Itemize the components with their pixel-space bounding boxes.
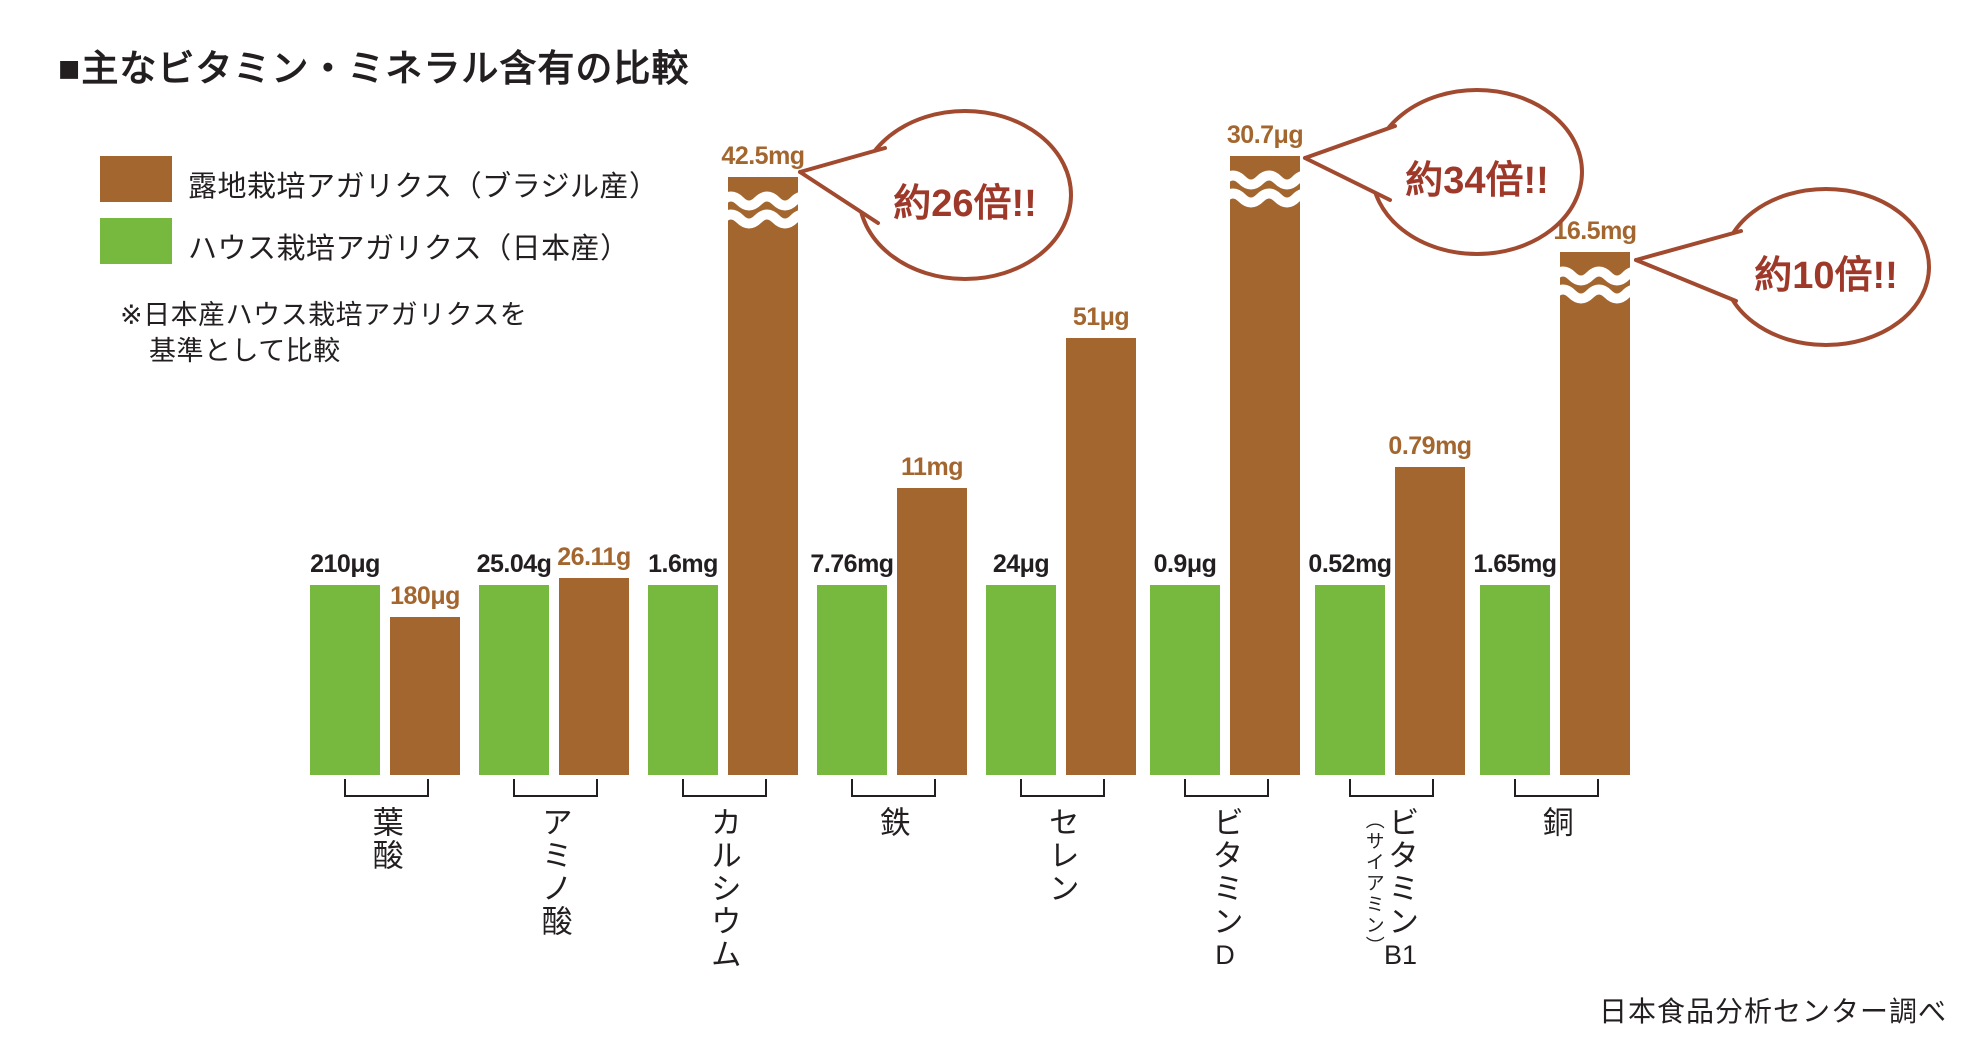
callout-bubble-calcium (790, 108, 1090, 288)
brown-value-label: 26.11g (557, 543, 631, 571)
brown-value-label: 180μg (390, 582, 460, 610)
bar-break-wave-icon (1230, 156, 1300, 775)
green-bar (310, 585, 380, 775)
brown-bar (897, 488, 967, 775)
bar-break-wave-icon (728, 177, 798, 775)
brown-value-label: 30.7μg (1226, 121, 1304, 149)
brown-bar-broken (1560, 252, 1630, 775)
category-main-label: ビタミン (1383, 806, 1419, 938)
category-label-column: ビタミン B1 (1383, 806, 1419, 971)
pair-bracket (513, 779, 598, 797)
green-bar (1315, 585, 1385, 775)
legend-label-brown: 露地栽培アガリクス（ブラジル産） (188, 171, 659, 203)
brown-bar (390, 617, 460, 775)
brown-value-label: 42.5mg (721, 142, 805, 170)
legend-swatch-brown (100, 156, 172, 202)
category-label: 銅 (1537, 806, 1573, 839)
callout-text-vitamin-d: 約34倍!! (1405, 160, 1549, 202)
green-value-label: 0.52mg (1308, 550, 1392, 578)
page-title: ■主なビタミン・ミネラル含有の比較 (58, 48, 690, 89)
legend-swatch-green (100, 218, 172, 264)
callout-bubble-copper (1626, 186, 1936, 356)
green-bar (479, 585, 549, 775)
pair-bracket (1349, 779, 1434, 797)
green-value-label: 7.76mg (810, 550, 894, 578)
green-bar (817, 585, 887, 775)
speech-bubble-icon (1303, 88, 1584, 256)
pair-bracket (682, 779, 767, 797)
bar-break-wave-icon (1560, 252, 1630, 775)
callout-text-copper: 約10倍!! (1754, 255, 1898, 297)
green-value-label: 1.65mg (1473, 550, 1557, 578)
brown-bar-broken (728, 177, 798, 775)
source-credit: 日本食品分析センター調べ (1598, 996, 1947, 1027)
green-bar (1150, 585, 1220, 775)
green-bar (648, 585, 718, 775)
callout-text-calcium: 約26倍!! (893, 183, 1037, 225)
category-label: セレン (1043, 806, 1079, 905)
pair-bracket (1514, 779, 1599, 797)
category-label: （サイアミン） ビタミン B1 (1362, 806, 1419, 971)
brown-value-label: 51μg (1072, 303, 1130, 331)
category-main-label: アミノ酸 (536, 806, 572, 938)
green-value-label: 0.9μg (1153, 550, 1217, 578)
category-suffix-label: B1 (1383, 940, 1417, 970)
pair-bracket (344, 779, 429, 797)
brown-bar (1066, 338, 1136, 775)
green-value-label: 25.04g (476, 550, 552, 578)
category-label: 葉酸 (367, 806, 403, 872)
category-label: アミノ酸 (536, 806, 572, 938)
category-suffix-label: D (1215, 940, 1235, 970)
brown-value-label: 16.5mg (1553, 217, 1637, 245)
speech-bubble-icon (1634, 187, 1931, 347)
category-label: ビタミン D (1207, 806, 1243, 971)
category-main-label: 葉酸 (367, 806, 403, 872)
category-label: 鉄 (874, 806, 910, 839)
category-label: カルシウム (705, 806, 741, 971)
pair-bracket (1184, 779, 1269, 797)
green-value-label: 210μg (310, 550, 380, 578)
green-bar (986, 585, 1056, 775)
callout-bubble-vitamin-d (1295, 88, 1595, 268)
pair-bracket (851, 779, 936, 797)
category-main-label: セレン (1043, 806, 1079, 905)
green-value-label: 24μg (992, 550, 1050, 578)
category-main-label: 銅 (1537, 806, 1573, 839)
brown-bar-broken (1230, 156, 1300, 775)
brown-value-label: 11mg (901, 453, 963, 481)
note-line-1: ※日本産ハウス栽培アガリクスを (120, 300, 528, 330)
category-label-column: ビタミン D (1207, 806, 1243, 971)
legend-label-green: ハウス栽培アガリクス（日本産） (188, 233, 630, 265)
brown-bar (559, 578, 629, 775)
pair-bracket (1020, 779, 1105, 797)
brown-bar (1395, 467, 1465, 775)
green-value-label: 1.6mg (648, 550, 718, 578)
category-main-label: カルシウム (705, 806, 741, 971)
category-main-label: 鉄 (874, 806, 910, 839)
green-bar (1480, 585, 1550, 775)
category-main-label: ビタミン (1207, 806, 1243, 938)
note-line-2: 基準として比較 (149, 336, 341, 366)
brown-value-label: 0.79mg (1388, 432, 1472, 460)
category-sublabel: （サイアミン） (1362, 810, 1384, 957)
speech-bubble-icon (798, 109, 1073, 281)
